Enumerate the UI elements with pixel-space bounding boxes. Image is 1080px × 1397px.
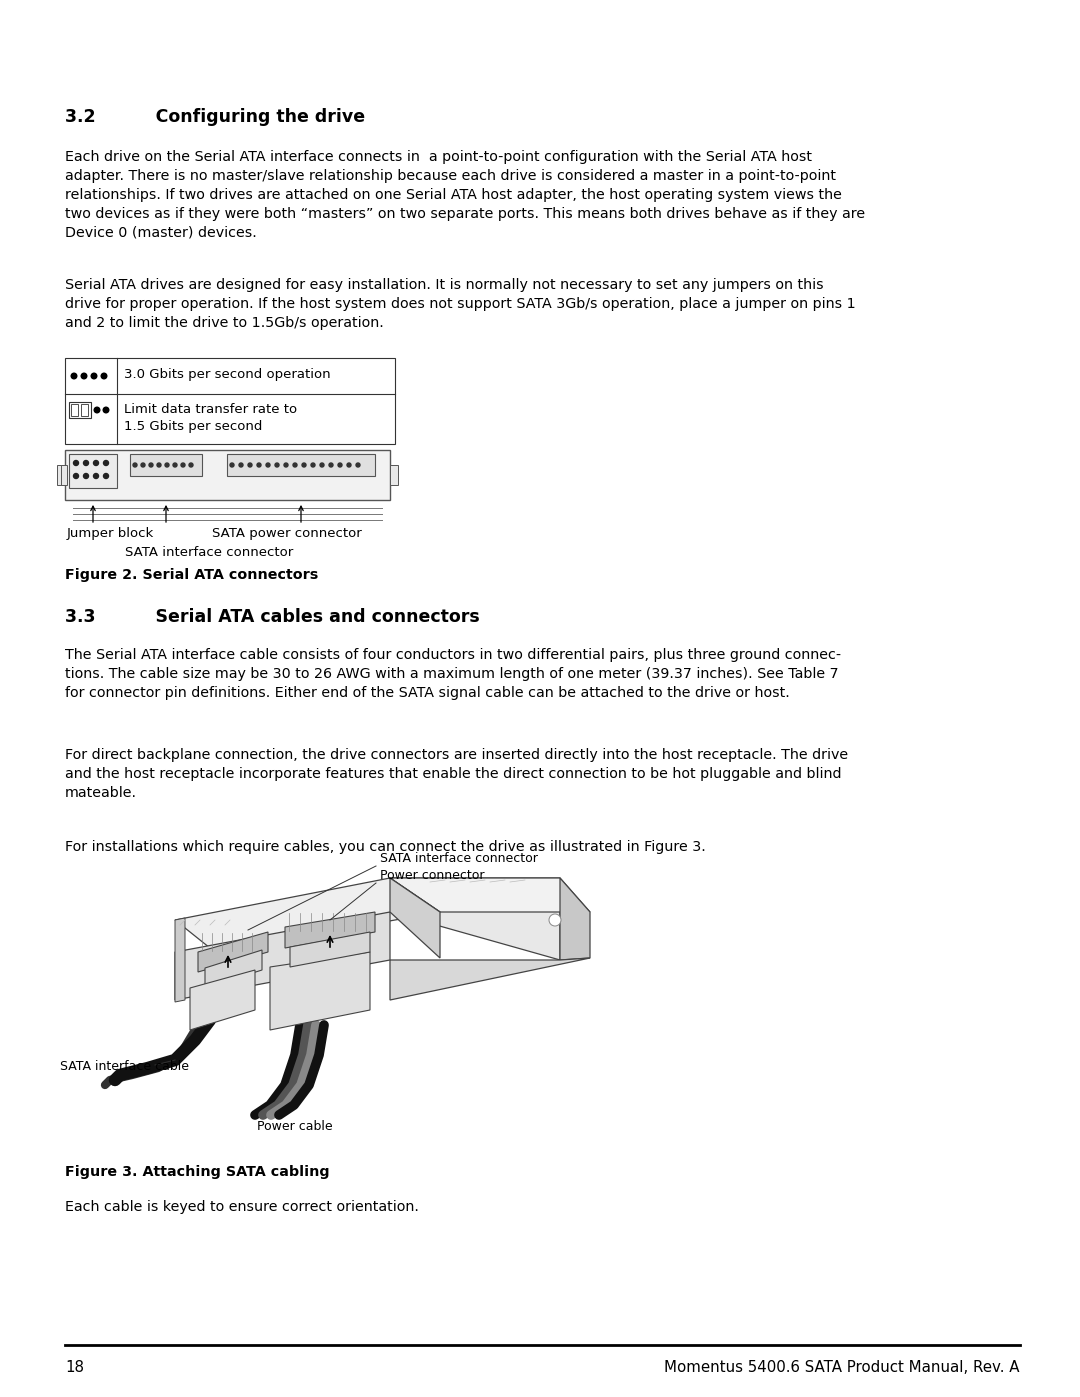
- Circle shape: [73, 461, 79, 465]
- Circle shape: [83, 474, 89, 479]
- Polygon shape: [291, 932, 370, 967]
- Polygon shape: [175, 877, 440, 951]
- Circle shape: [338, 462, 342, 467]
- Bar: [69, 454, 117, 488]
- Circle shape: [94, 461, 98, 465]
- Text: Limit data transfer rate to
1.5 Gbits per second: Limit data transfer rate to 1.5 Gbits pe…: [124, 402, 297, 433]
- Circle shape: [157, 462, 161, 467]
- Circle shape: [81, 373, 86, 379]
- Circle shape: [91, 373, 97, 379]
- Circle shape: [266, 462, 270, 467]
- Text: SATA interface connector: SATA interface connector: [125, 546, 294, 559]
- Circle shape: [71, 373, 77, 379]
- Text: For installations which require cables, you can connect the drive as illustrated: For installations which require cables, …: [65, 840, 705, 854]
- Polygon shape: [205, 950, 262, 988]
- Circle shape: [173, 462, 177, 467]
- Text: 18: 18: [65, 1361, 84, 1375]
- Circle shape: [239, 462, 243, 467]
- Circle shape: [311, 462, 315, 467]
- Text: SATA interface connector: SATA interface connector: [380, 852, 538, 865]
- Text: Each drive on the Serial ATA interface connects in  a point-to-point configurati: Each drive on the Serial ATA interface c…: [65, 149, 865, 240]
- Polygon shape: [285, 912, 375, 949]
- Bar: [65, 358, 395, 444]
- Text: Momentus 5400.6 SATA Product Manual, Rev. A: Momentus 5400.6 SATA Product Manual, Rev…: [664, 1361, 1020, 1375]
- Text: 3.2          Configuring the drive: 3.2 Configuring the drive: [65, 108, 365, 126]
- Bar: [227, 454, 375, 476]
- Text: Figure 2. Serial ATA connectors: Figure 2. Serial ATA connectors: [65, 569, 319, 583]
- Circle shape: [94, 474, 98, 479]
- Text: For direct backplane connection, the drive connectors are inserted directly into: For direct backplane connection, the dri…: [65, 747, 848, 800]
- Text: Power cable: Power cable: [257, 1120, 333, 1133]
- Circle shape: [133, 462, 137, 467]
- Bar: [65, 450, 390, 500]
- Circle shape: [248, 462, 252, 467]
- Bar: [57, 465, 63, 485]
- Polygon shape: [390, 958, 590, 1000]
- Bar: [390, 465, 399, 485]
- Polygon shape: [175, 918, 185, 1002]
- Polygon shape: [390, 877, 590, 912]
- Circle shape: [320, 462, 324, 467]
- Text: SATA power connector: SATA power connector: [212, 527, 362, 541]
- Circle shape: [230, 462, 234, 467]
- Circle shape: [104, 407, 109, 412]
- Circle shape: [165, 462, 168, 467]
- Circle shape: [102, 373, 107, 379]
- Bar: [130, 454, 202, 476]
- Circle shape: [302, 462, 306, 467]
- Polygon shape: [190, 970, 255, 1030]
- Polygon shape: [561, 877, 590, 960]
- Polygon shape: [390, 877, 561, 960]
- Circle shape: [104, 474, 108, 479]
- Text: Jumper block: Jumper block: [67, 527, 154, 541]
- Circle shape: [181, 462, 185, 467]
- Circle shape: [73, 474, 79, 479]
- Circle shape: [356, 462, 360, 467]
- Text: Each cable is keyed to ensure correct orientation.: Each cable is keyed to ensure correct or…: [65, 1200, 419, 1214]
- Circle shape: [275, 462, 279, 467]
- Text: 3.3          Serial ATA cables and connectors: 3.3 Serial ATA cables and connectors: [65, 608, 480, 626]
- Circle shape: [293, 462, 297, 467]
- Circle shape: [549, 914, 561, 926]
- Circle shape: [257, 462, 261, 467]
- Polygon shape: [198, 932, 268, 972]
- Circle shape: [284, 462, 288, 467]
- Text: Figure 3. Attaching SATA cabling: Figure 3. Attaching SATA cabling: [65, 1165, 329, 1179]
- Bar: [71, 404, 78, 416]
- Circle shape: [149, 462, 153, 467]
- Text: Power connector: Power connector: [380, 869, 485, 882]
- Circle shape: [189, 462, 193, 467]
- Text: 3.0 Gbits per second operation: 3.0 Gbits per second operation: [124, 367, 330, 381]
- Text: The Serial ATA interface cable consists of four conductors in two differential p: The Serial ATA interface cable consists …: [65, 648, 841, 700]
- Bar: [81, 404, 87, 416]
- Circle shape: [104, 461, 108, 465]
- Circle shape: [83, 461, 89, 465]
- Circle shape: [94, 407, 99, 412]
- Bar: [60, 465, 67, 485]
- Text: SATA interface cable: SATA interface cable: [60, 1060, 189, 1073]
- Polygon shape: [270, 951, 370, 1030]
- Text: Serial ATA drives are designed for easy installation. It is normally not necessa: Serial ATA drives are designed for easy …: [65, 278, 855, 330]
- Circle shape: [329, 462, 333, 467]
- Polygon shape: [175, 912, 390, 1000]
- Circle shape: [347, 462, 351, 467]
- Polygon shape: [390, 877, 440, 958]
- Bar: [69, 402, 91, 418]
- Circle shape: [141, 462, 145, 467]
